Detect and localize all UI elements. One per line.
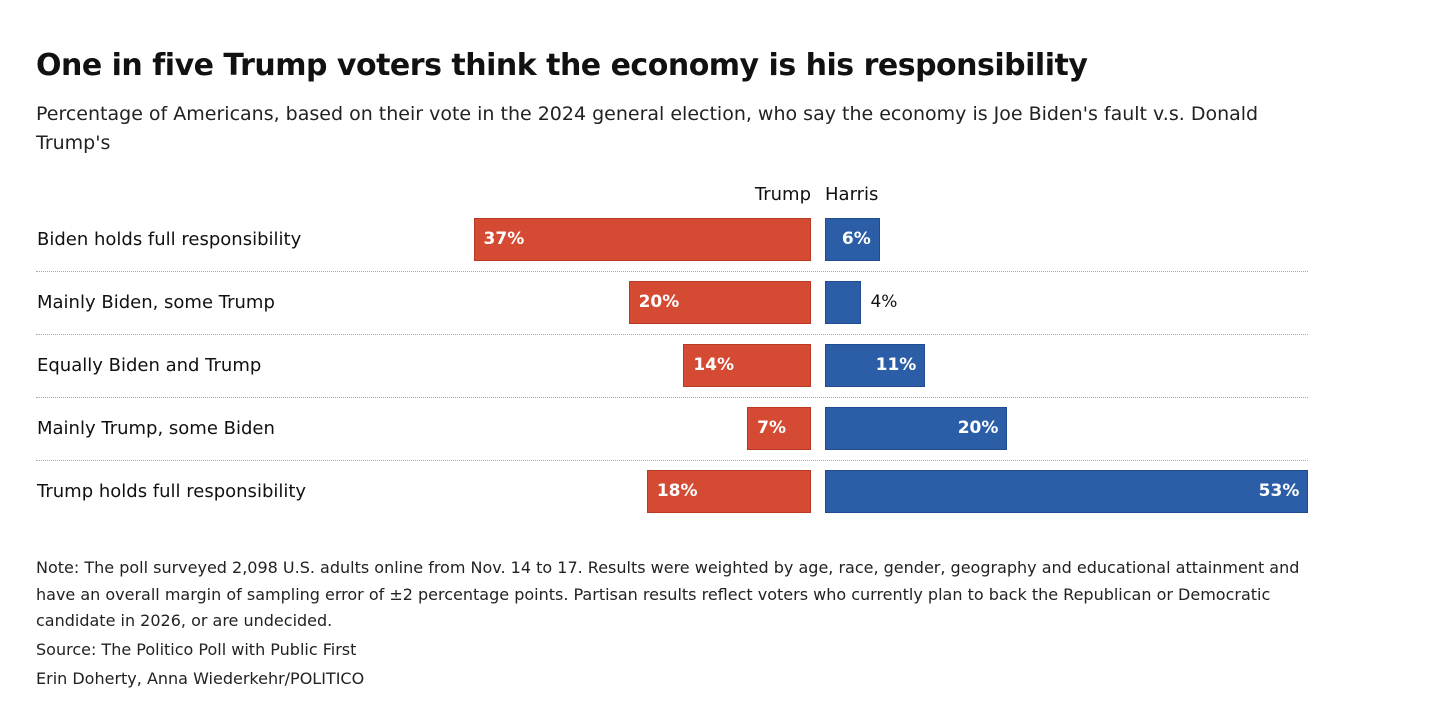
category-label: Mainly Biden, some Trump xyxy=(37,292,275,313)
category-label: Biden holds full responsibility xyxy=(37,229,302,250)
value-label-trump: 18% xyxy=(656,481,698,501)
value-label-harris: 11% xyxy=(875,355,917,375)
bar-harris xyxy=(825,344,926,387)
value-label-harris: 6% xyxy=(841,229,871,249)
row-separator xyxy=(36,271,1308,272)
bar-harris xyxy=(825,407,1008,450)
value-label-harris: 20% xyxy=(957,418,999,438)
chart-credit: Erin Doherty, Anna Wiederkehr/POLITICO xyxy=(36,669,365,688)
bar-harris xyxy=(825,218,880,261)
series-header-harris: Harris xyxy=(825,184,879,205)
value-label-trump: 20% xyxy=(638,292,680,312)
row-separator xyxy=(36,334,1308,335)
bar-trump xyxy=(628,281,811,324)
bar-trump xyxy=(683,344,811,387)
chart-subtitle: Percentage of Americans, based on their … xyxy=(36,103,1259,154)
category-label: Trump holds full responsibility xyxy=(37,481,307,502)
value-label-harris: 4% xyxy=(870,292,898,312)
bar-trump xyxy=(747,407,811,450)
series-header-trump: Trump xyxy=(754,184,811,205)
row-separator xyxy=(36,397,1308,398)
value-label-trump: 7% xyxy=(757,418,787,438)
row-separator xyxy=(36,460,1308,461)
bar-trump xyxy=(473,218,811,261)
bar-harris xyxy=(825,281,862,324)
value-label-trump: 14% xyxy=(693,355,735,375)
chart-source: Source: The Politico Poll with Public Fi… xyxy=(36,640,357,659)
category-label: Equally Biden and Trump xyxy=(37,355,262,376)
category-label: Mainly Trump, some Biden xyxy=(37,418,275,439)
chart-title: One in five Trump voters think the econo… xyxy=(36,48,1088,83)
bar-harris xyxy=(825,470,1309,513)
chart-note: Note: The poll surveyed 2,098 U.S. adult… xyxy=(36,558,1300,630)
value-label-trump: 37% xyxy=(483,229,525,249)
value-label-harris: 53% xyxy=(1258,481,1300,501)
bar-trump xyxy=(646,470,811,513)
